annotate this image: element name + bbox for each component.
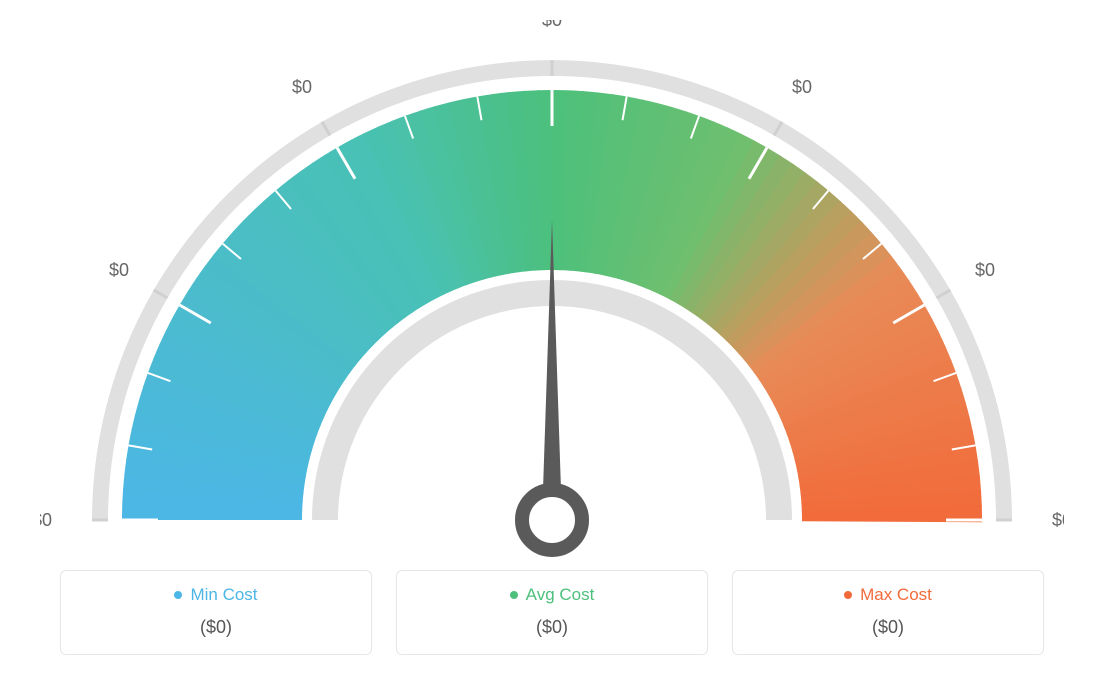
legend-value-max: ($0) xyxy=(751,617,1025,638)
legend-box-avg: Avg Cost ($0) xyxy=(396,570,708,655)
tick-label: $0 xyxy=(1052,510,1064,530)
legend-text-avg: Avg Cost xyxy=(526,585,595,605)
legend-row: Min Cost ($0) Avg Cost ($0) Max Cost ($0… xyxy=(40,570,1064,655)
gauge-chart-container: $0 $0 $0 $0 $0 $0 $0 Min Cost ($0) Avg Cost ($… xyxy=(0,0,1104,690)
tick-label: $0 xyxy=(975,260,995,280)
legend-text-min: Min Cost xyxy=(190,585,257,605)
legend-value-min: ($0) xyxy=(79,617,353,638)
tick-label: $0 xyxy=(109,260,129,280)
legend-box-max: Max Cost ($0) xyxy=(732,570,1044,655)
gauge-wrap: $0 $0 $0 $0 $0 $0 $0 xyxy=(40,20,1064,560)
needle-hub xyxy=(522,490,582,550)
tick-label: $0 xyxy=(40,510,52,530)
legend-dot-avg xyxy=(510,591,518,599)
legend-value-avg: ($0) xyxy=(415,617,689,638)
legend-label-max: Max Cost xyxy=(844,585,932,605)
gauge-svg: $0 $0 $0 $0 $0 $0 $0 xyxy=(40,20,1064,560)
tick-label: $0 xyxy=(542,20,562,30)
legend-text-max: Max Cost xyxy=(860,585,932,605)
tick-label: $0 xyxy=(792,77,812,97)
legend-label-min: Min Cost xyxy=(174,585,257,605)
legend-dot-min xyxy=(174,591,182,599)
tick-label: $0 xyxy=(292,77,312,97)
legend-box-min: Min Cost ($0) xyxy=(60,570,372,655)
legend-label-avg: Avg Cost xyxy=(510,585,595,605)
legend-dot-max xyxy=(844,591,852,599)
